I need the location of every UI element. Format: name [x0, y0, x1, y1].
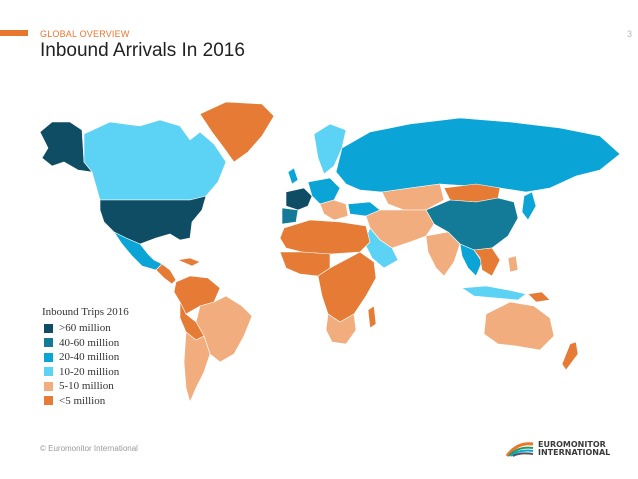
copyright: © Euromonitor International	[40, 444, 138, 453]
region-caribbean	[176, 257, 201, 267]
legend-label: 10-20 million	[59, 365, 120, 378]
legend-swatch	[44, 396, 53, 406]
logo-line1: EUROMONITOR	[538, 440, 606, 449]
legend-swatch	[44, 381, 53, 391]
region-russia	[335, 117, 621, 193]
page-title: Inbound Arrivals In 2016	[40, 40, 245, 61]
legend-item: <5 million	[42, 394, 129, 409]
region-madagascar	[367, 305, 377, 329]
legend-label: 20-40 million	[59, 351, 120, 364]
region-canada	[83, 119, 227, 201]
region-usa	[99, 195, 207, 245]
accent-bar	[0, 30, 28, 36]
region-greenland	[199, 101, 275, 163]
region-scandinavia	[313, 123, 347, 175]
region-alaska	[39, 121, 93, 173]
legend-swatch	[44, 323, 53, 333]
region-philippines	[507, 255, 519, 273]
logo-mark-icon	[505, 442, 534, 457]
region-central-africa	[317, 251, 377, 323]
region-iberia	[281, 207, 299, 225]
region-southern-africa	[325, 313, 357, 345]
euromonitor-logo: EUROMONITOR INTERNATIONAL	[505, 440, 610, 458]
legend: Inbound Trips 2016 >60 million 40-60 mil…	[42, 306, 129, 408]
legend-label: 5-10 million	[59, 380, 114, 393]
region-central-asia	[381, 183, 445, 211]
region-indochina	[473, 247, 501, 277]
section-label: GLOBAL OVERVIEW	[40, 29, 130, 39]
region-japan	[521, 191, 537, 221]
region-australia	[483, 301, 555, 351]
legend-item: 20-40 million	[42, 350, 129, 365]
legend-swatch	[44, 352, 53, 362]
legend-label: >60 million	[59, 322, 111, 335]
world-map	[39, 101, 621, 403]
legend-label: 40-60 million	[59, 336, 120, 349]
region-central-america	[155, 263, 177, 285]
legend-item: >60 million	[42, 321, 129, 336]
legend-label: <5 million	[59, 394, 106, 407]
region-southern-europe	[319, 199, 349, 221]
region-uk	[287, 167, 299, 185]
logo-line2: INTERNATIONAL	[538, 448, 611, 457]
region-new-zealand	[561, 341, 579, 371]
region-west-africa	[279, 251, 331, 277]
legend-swatch	[44, 338, 53, 348]
region-north-africa	[279, 219, 371, 255]
region-indonesia	[461, 285, 527, 301]
legend-item: 5-10 million	[42, 379, 129, 394]
legend-item: 40-60 million	[42, 336, 129, 351]
region-southern-cone	[183, 331, 211, 403]
legend-items: >60 million 40-60 million 20-40 million …	[42, 321, 129, 408]
region-india	[425, 231, 461, 277]
page-number: 3	[626, 29, 632, 39]
legend-swatch	[44, 367, 53, 377]
legend-item: 10-20 million	[42, 365, 129, 380]
legend-title: Inbound Trips 2016	[42, 306, 129, 318]
region-western-europe	[285, 187, 313, 211]
region-papua	[527, 291, 551, 303]
